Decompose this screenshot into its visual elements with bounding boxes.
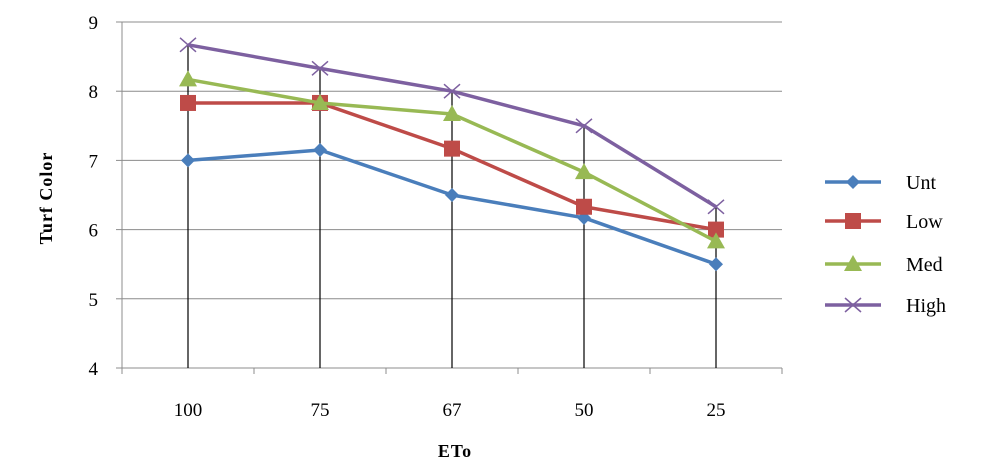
point-high-67-stroke-b: [443, 83, 461, 99]
x-tick-label-75: 75: [311, 400, 330, 421]
point-low-67: [444, 140, 460, 157]
point-unt-67: [445, 188, 459, 202]
y-tick-label-9: 9: [89, 13, 99, 34]
point-low-50: [576, 198, 592, 215]
legend: Unt Low Med High: [825, 172, 946, 317]
point-unt-75: [313, 143, 327, 158]
point-unt-25: [709, 257, 723, 272]
legend-marker-low: [845, 213, 861, 229]
point-high-67: [443, 83, 461, 99]
point-high-50-stroke-b: [575, 118, 593, 134]
legend-label-high: High: [906, 295, 946, 317]
point-med-100: [179, 70, 197, 87]
point-high-25: [707, 199, 725, 215]
legend-item-unt: Unt: [825, 172, 936, 194]
x-tick-label-100: 100: [174, 400, 203, 421]
y-tick-label-6: 6: [89, 221, 99, 242]
point-med-75: [311, 93, 329, 110]
y-axis-title: Turf Color: [36, 152, 56, 245]
x-tick-label-67: 67: [443, 400, 462, 421]
point-low-100: [180, 94, 196, 111]
point-high-25-stroke-b: [707, 199, 725, 215]
x-tick-label-25: 25: [707, 400, 726, 421]
x-tick-label-50: 50: [575, 400, 594, 421]
legend-marker-high: [844, 297, 862, 313]
point-med-50: [575, 163, 593, 180]
point-unt-100: [181, 153, 195, 168]
point-low-25: [708, 221, 724, 238]
legend-item-high: High: [825, 295, 946, 317]
legend-item-low: Low: [825, 211, 943, 233]
series-group: [179, 37, 725, 272]
legend-label-med: Med: [906, 254, 943, 276]
y-tick-label-7: 7: [89, 151, 99, 172]
legend-item-med: Med: [825, 254, 943, 276]
legend-marker-med: [844, 255, 862, 271]
y-tick-label-5: 5: [89, 290, 99, 311]
point-med-25: [707, 232, 725, 249]
point-high-75-stroke-b: [311, 60, 329, 76]
point-high-100-stroke-b: [179, 37, 197, 53]
point-med-67: [443, 105, 461, 122]
legend-label-unt: Unt: [906, 172, 936, 194]
point-high-75: [311, 60, 329, 76]
legend-marker-unt: [846, 175, 860, 189]
y-tick-label-4: 4: [89, 359, 99, 380]
point-high-50: [575, 118, 593, 134]
point-high-100: [179, 37, 197, 53]
x-axis-title: ETo: [438, 441, 472, 461]
legend-marker-high-stroke-b: [844, 297, 862, 313]
legend-label-low: Low: [906, 211, 943, 233]
y-tick-label-8: 8: [89, 82, 99, 103]
